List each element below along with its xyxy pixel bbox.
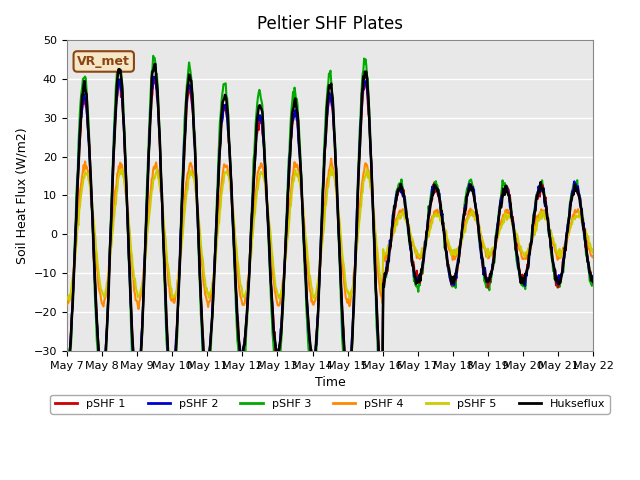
pSHF 1 xyxy=(209,309,216,315)
Text: VR_met: VR_met xyxy=(77,55,130,68)
Line: pSHF 3: pSHF 3 xyxy=(67,56,593,412)
pSHF 4 xyxy=(411,246,419,252)
pSHF 4 xyxy=(327,156,335,161)
pSHF 4 xyxy=(396,208,403,214)
pSHF 2 xyxy=(396,187,403,192)
pSHF 5 xyxy=(209,282,216,288)
pSHF 1 xyxy=(589,278,597,284)
Hukseflux xyxy=(127,291,134,297)
pSHF 1 xyxy=(127,290,134,296)
Y-axis label: Soil Heat Flux (W/m2): Soil Heat Flux (W/m2) xyxy=(15,127,28,264)
pSHF 1 xyxy=(181,138,189,144)
Hukseflux xyxy=(396,188,403,193)
pSHF 2 xyxy=(181,136,189,142)
Hukseflux xyxy=(151,61,159,67)
pSHF 4 xyxy=(209,281,216,287)
pSHF 1 xyxy=(72,219,80,225)
Line: pSHF 4: pSHF 4 xyxy=(67,158,593,309)
pSHF 1 xyxy=(411,272,419,277)
pSHF 2 xyxy=(72,214,80,220)
pSHF 5 xyxy=(396,212,403,217)
pSHF 4 xyxy=(589,255,597,261)
Hukseflux xyxy=(209,295,217,301)
pSHF 2 xyxy=(589,276,597,282)
pSHF 2 xyxy=(209,303,216,309)
Line: pSHF 5: pSHF 5 xyxy=(67,167,593,300)
Legend: pSHF 1, pSHF 2, pSHF 3, pSHF 4, pSHF 5, Hukseflux: pSHF 1, pSHF 2, pSHF 3, pSHF 4, pSHF 5, … xyxy=(51,395,610,414)
Line: Hukseflux: Hukseflux xyxy=(67,64,593,392)
pSHF 3 xyxy=(182,106,189,111)
pSHF 3 xyxy=(396,180,403,186)
pSHF 4 xyxy=(134,306,142,312)
Hukseflux xyxy=(72,212,80,218)
pSHF 5 xyxy=(73,234,81,240)
pSHF 3 xyxy=(589,281,597,287)
pSHF 4 xyxy=(127,249,134,255)
pSHF 3 xyxy=(127,304,134,310)
Line: pSHF 1: pSHF 1 xyxy=(67,77,593,392)
pSHF 2 xyxy=(379,392,387,398)
Title: Peltier SHF Plates: Peltier SHF Plates xyxy=(257,15,403,33)
pSHF 3 xyxy=(132,409,140,415)
pSHF 2 xyxy=(411,271,419,276)
pSHF 2 xyxy=(127,299,134,304)
pSHF 3 xyxy=(411,278,419,284)
Hukseflux xyxy=(63,371,70,376)
pSHF 5 xyxy=(127,249,135,254)
Line: pSHF 2: pSHF 2 xyxy=(67,77,593,395)
pSHF 3 xyxy=(209,293,217,299)
pSHF 1 xyxy=(396,187,403,193)
pSHF 5 xyxy=(411,244,419,250)
pSHF 5 xyxy=(181,209,189,215)
pSHF 5 xyxy=(66,298,74,303)
pSHF 3 xyxy=(63,388,70,394)
pSHF 5 xyxy=(63,295,70,300)
pSHF 1 xyxy=(379,389,387,395)
pSHF 2 xyxy=(149,74,157,80)
Hukseflux xyxy=(133,389,141,395)
pSHF 5 xyxy=(327,164,335,170)
pSHF 3 xyxy=(72,193,80,199)
pSHF 3 xyxy=(149,53,157,59)
Hukseflux xyxy=(589,279,597,285)
pSHF 1 xyxy=(63,366,70,372)
pSHF 4 xyxy=(72,235,80,241)
pSHF 4 xyxy=(181,197,189,203)
pSHF 4 xyxy=(63,302,70,308)
X-axis label: Time: Time xyxy=(315,376,346,389)
pSHF 1 xyxy=(151,74,159,80)
Hukseflux xyxy=(411,271,419,276)
pSHF 2 xyxy=(63,369,70,375)
pSHF 5 xyxy=(589,251,597,256)
Hukseflux xyxy=(182,127,189,133)
